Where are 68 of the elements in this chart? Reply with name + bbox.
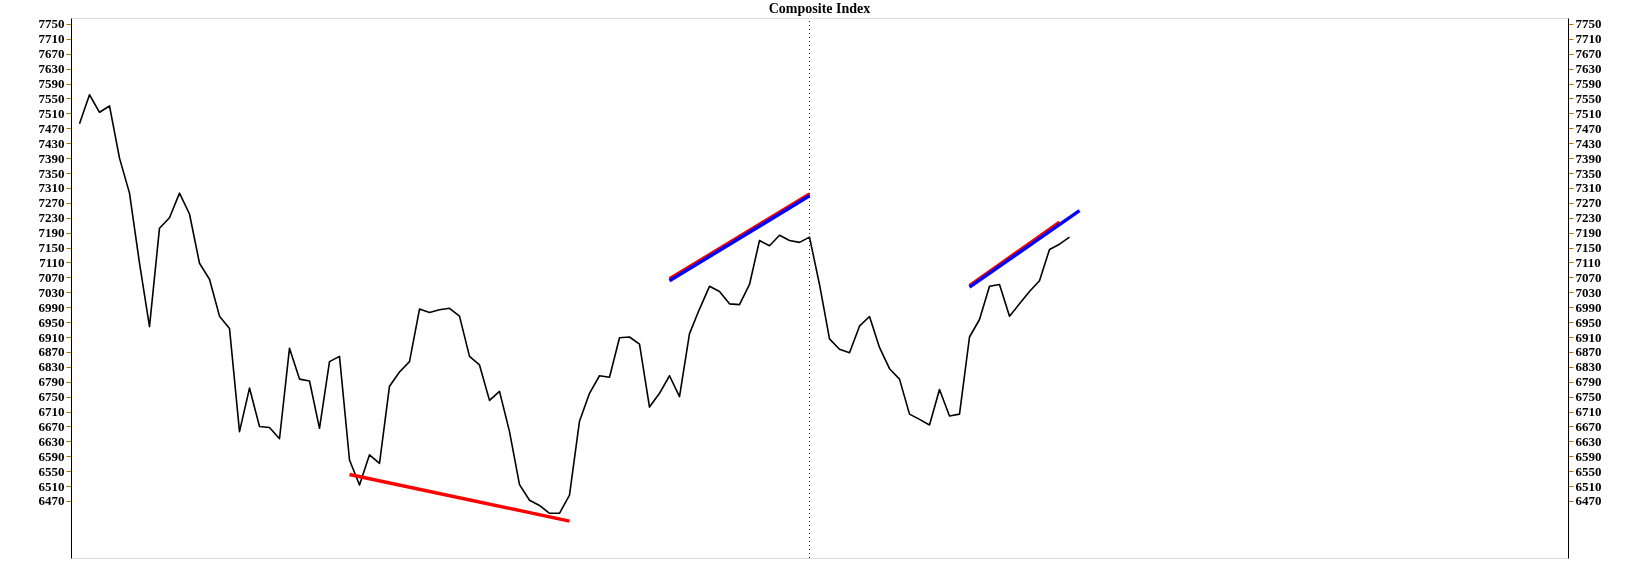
y-tick-label: 6830	[38, 359, 65, 375]
y2-tick-label: 6710	[1575, 404, 1602, 420]
y-tick-label: 7030	[38, 284, 65, 300]
y-tick-label: 7390	[38, 150, 65, 166]
y-tick-label: 7670	[38, 46, 65, 62]
y2-tick-label: 6830	[1575, 359, 1602, 375]
y-tick-label: 6910	[38, 329, 65, 345]
y-tick-label: 7270	[38, 195, 65, 211]
y2-tick-label: 7110	[1575, 254, 1601, 270]
y2-tick-label: 6510	[1575, 478, 1602, 494]
y2-tick-label: 6630	[1575, 433, 1602, 449]
y2-tick-label: 7470	[1575, 120, 1602, 136]
chart-title: Composite Index	[768, 0, 871, 16]
y-tick-label: 6750	[38, 389, 65, 405]
y2-tick-label: 7550	[1575, 91, 1602, 106]
y-tick-label: 7070	[38, 269, 65, 285]
y2-tick-label: 6750	[1575, 389, 1602, 405]
y-tick-label: 6950	[38, 314, 65, 330]
y2-tick-label: 7670	[1575, 46, 1602, 62]
y-tick-label: 7470	[38, 120, 65, 136]
y-tick-label: 7430	[38, 135, 65, 151]
y2-tick-label: 7390	[1575, 150, 1602, 166]
y2-tick-label: 6670	[1575, 418, 1602, 434]
y2-tick-label: 6990	[1575, 299, 1602, 315]
y-tick-label: 7150	[38, 240, 65, 256]
y2-tick-label: 7310	[1575, 180, 1602, 196]
y-tick-label: 6790	[38, 374, 65, 390]
y-tick-label: 7230	[38, 210, 65, 226]
y2-tick-label: 7350	[1575, 165, 1602, 181]
y2-tick-label: 7190	[1575, 225, 1602, 241]
y-tick-label: 7190	[38, 225, 65, 241]
y-tick-label: 7350	[38, 165, 65, 181]
y-tick-label: 6870	[38, 344, 65, 360]
line-series	[78, 93, 1071, 515]
y-tick-label: 6990	[38, 299, 65, 315]
y2-tick-label: 7150	[1575, 240, 1602, 256]
y2-tick-label: 7230	[1575, 210, 1602, 226]
y-tick-label: 6670	[38, 418, 65, 434]
y2-tick-label: 6590	[1575, 448, 1602, 464]
y-tick-label: 6550	[38, 463, 65, 479]
y2-tick-label: 7630	[1575, 61, 1602, 77]
y-tick-label: 7750	[38, 16, 65, 32]
y2-tick-label: 6950	[1575, 314, 1602, 330]
y2-tick-label: 7750	[1575, 16, 1602, 32]
y-tick-label: 7310	[38, 180, 65, 196]
y-tick-label: 6590	[38, 448, 65, 464]
y2-tick-label: 7510	[1575, 105, 1602, 121]
y2-tick-label: 7590	[1575, 76, 1602, 92]
y2-tick-label: 7030	[1575, 284, 1602, 300]
y2-tick-label: 6550	[1575, 463, 1602, 479]
y-tick-label: 7630	[38, 61, 65, 77]
y-tick-label: 7510	[38, 105, 65, 121]
y2-tick-label: 7710	[1575, 31, 1602, 47]
y-tick-label: 6470	[38, 493, 65, 509]
y-tick-label: 6710	[38, 404, 65, 420]
y2-tick-label: 6910	[1575, 329, 1602, 345]
y-tick-label: 7110	[39, 254, 65, 270]
y2-tick-label: 6870	[1575, 344, 1602, 360]
y-tick-label: 6630	[38, 433, 65, 449]
y-tick-label: 7710	[38, 31, 65, 47]
y-tick-label: 6510	[38, 478, 65, 494]
y-tick-label: 7590	[38, 76, 65, 92]
y-tick-label: 7550	[38, 91, 65, 106]
y2-tick-label: 6470	[1575, 493, 1602, 509]
y2-tick-label: 7430	[1575, 135, 1602, 151]
y2-tick-label: 7270	[1575, 195, 1602, 211]
y2-tick-label: 6790	[1575, 374, 1602, 390]
y2-tick-label: 7070	[1575, 269, 1602, 285]
